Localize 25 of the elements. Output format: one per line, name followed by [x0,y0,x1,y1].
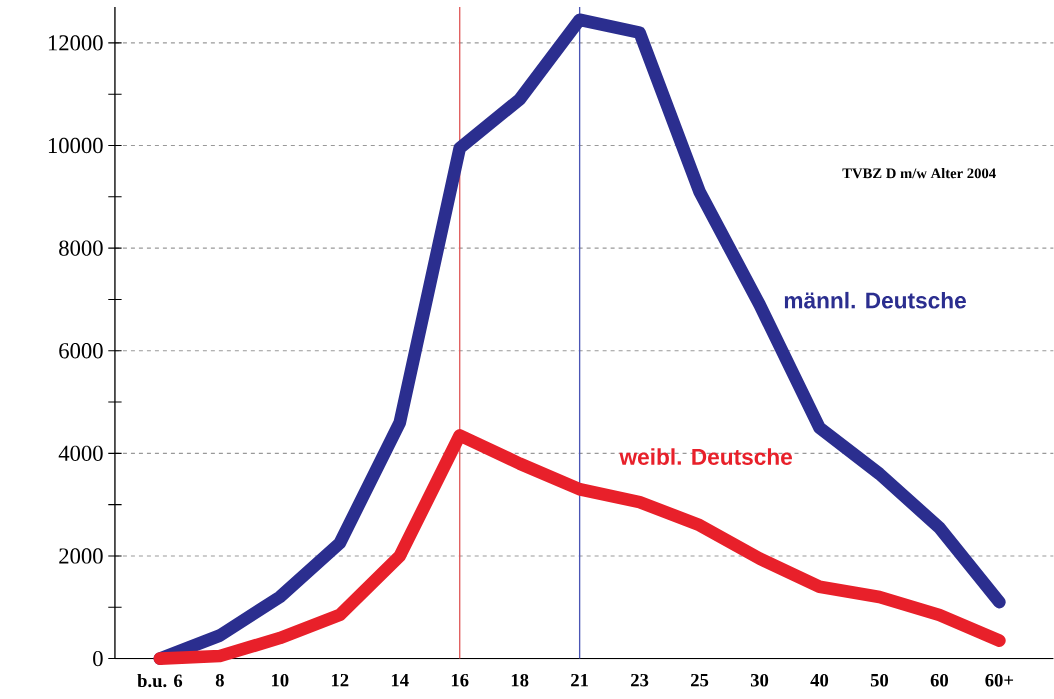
y-tick-label: 8000 [59,240,103,256]
x-tick-label: 10 [272,674,289,687]
x-tick-label: 25 [691,674,709,687]
x-tick-label: 12 [331,674,349,687]
x-tick-label: 30 [750,674,769,687]
x-tick-label: 60+ [985,674,1014,687]
x-tick-label: 14 [391,674,409,687]
x-tick-label: 50 [870,674,889,687]
x-tick-label: b.u. 6 [137,674,183,688]
x-tick-label: 21 [571,674,588,687]
y-tick-label: 2000 [59,548,103,564]
annotation: TVBZ D m/w Alter 2004 [842,168,996,179]
series-label: weibl. Deutsche [619,448,793,466]
x-tick-label: 40 [810,674,829,687]
x-tick-label: 60 [930,674,949,687]
y-tick-label: 6000 [59,343,103,359]
series-label: männl. Deutsche [784,292,966,309]
x-tick-label: 18 [511,674,529,687]
y-tick-label: 0 [93,651,103,667]
y-tick-label: 10000 [48,138,103,154]
y-tick-label: 12000 [48,35,103,51]
x-tick-label: 16 [451,674,469,687]
y-tick-label: 4000 [58,445,103,462]
x-tick-label: 8 [215,674,224,687]
x-tick-label: 23 [631,674,649,687]
